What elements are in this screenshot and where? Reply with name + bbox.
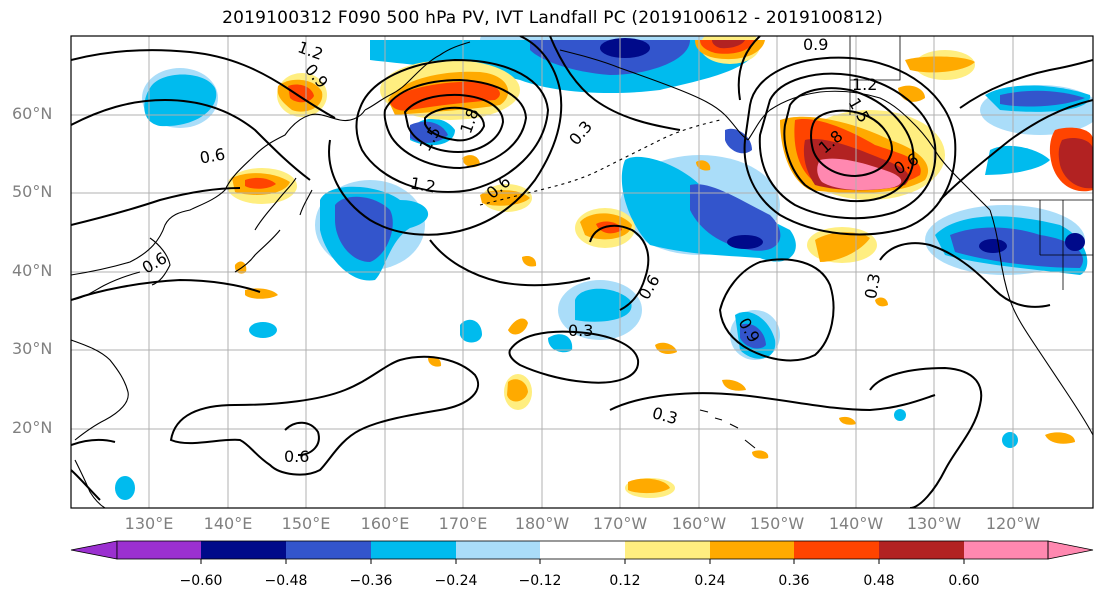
- colorbar-bin: [710, 541, 794, 559]
- lon-label: 170°W: [592, 514, 648, 533]
- contour-label: 0.3: [861, 272, 884, 300]
- colorbar-tick-label: −0.60: [179, 573, 223, 589]
- lon-label: 150°W: [749, 514, 805, 533]
- map-title: 2019100312 F090 500 hPa PV, IVT Landfall…: [222, 8, 883, 28]
- colorbar-tick-label: −0.24: [434, 573, 478, 589]
- colorbar-extend-right: [1047, 540, 1094, 560]
- contour-label: 1.2: [852, 75, 877, 94]
- lat-label: 20°N: [12, 418, 53, 437]
- lat-label: 40°N: [12, 261, 53, 280]
- shading-negative: [115, 36, 1093, 500]
- colorbar-bin: [201, 541, 286, 559]
- lon-label: 140°E: [203, 514, 253, 533]
- contour-label: 0.6: [198, 144, 226, 167]
- colorbar-bin: [625, 541, 710, 559]
- map-frame: [70, 35, 1094, 509]
- lon-label: 150°E: [281, 514, 331, 533]
- contour-label: 0.6: [284, 447, 309, 466]
- lon-label: 160°E: [360, 514, 410, 533]
- lon-label: 160°W: [671, 514, 727, 533]
- colorbar-bin: [964, 541, 1048, 559]
- colorbar-tick-label: −0.12: [518, 573, 562, 589]
- colorbar-bin: [286, 541, 371, 559]
- colorbar-tick-label: −0.48: [264, 573, 308, 589]
- lat-label: 60°N: [12, 104, 53, 123]
- colorbar-tick-label: 0.12: [609, 573, 641, 589]
- lon-label: 120°W: [985, 514, 1041, 533]
- lon-label: 130°W: [906, 514, 962, 533]
- pv-contours: [71, 36, 1093, 508]
- colorbar-tick-label: 0.48: [863, 573, 895, 589]
- contour-label: 0.9: [803, 35, 828, 54]
- colorbar-tick-label: 0.36: [778, 573, 810, 589]
- contour-label: 0.3: [568, 321, 593, 340]
- colorbar-bin: [371, 541, 456, 559]
- contour-label: 1.2: [409, 173, 437, 196]
- lon-label: 170°E: [438, 514, 488, 533]
- colorbar-extend-left: [70, 540, 118, 560]
- colorbar-tick-label: −0.36: [349, 573, 393, 589]
- map-plot-area: 1.2 0.9 0.6 1.8 1.5 1.2 0.6 0.3 0.9 1.2 …: [71, 35, 1093, 508]
- colorbar-tick-label: 0.60: [948, 573, 980, 589]
- lon-label: 130°E: [124, 514, 174, 533]
- graticule: [71, 36, 1093, 508]
- lat-label: 50°N: [12, 182, 53, 201]
- colorbar-tick-label: 0.24: [694, 573, 726, 589]
- colorbar-bin: [540, 541, 625, 559]
- colorbar-bin: [879, 541, 964, 559]
- colorbar-bin: [794, 541, 879, 559]
- colorbar: [70, 540, 1094, 564]
- coastlines: [71, 36, 1093, 508]
- shading-positive: [227, 36, 1093, 498]
- colorbar-bin: [456, 541, 540, 559]
- lat-label: 30°N: [12, 339, 53, 358]
- lon-label: 140°W: [828, 514, 884, 533]
- colorbar-bin: [117, 541, 201, 559]
- lon-label: 180°W: [514, 514, 570, 533]
